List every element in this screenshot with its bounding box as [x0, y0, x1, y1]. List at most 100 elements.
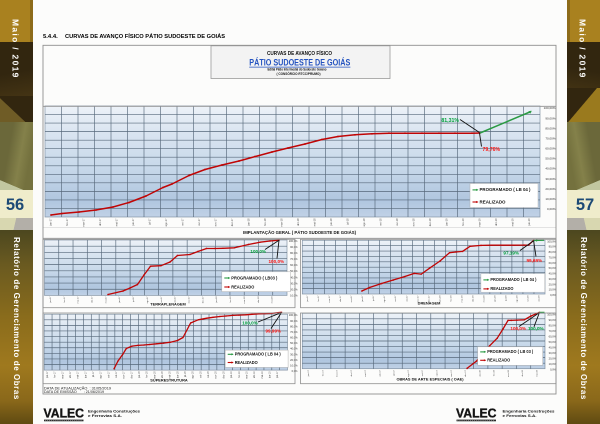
svg-text:set-17: set-17: [394, 295, 397, 302]
svg-text:set-18: set-18: [379, 218, 383, 226]
svg-text:jul-17: jul-17: [133, 296, 135, 303]
svg-text:out-18: out-18: [207, 371, 210, 378]
svg-text:jul-17: jul-17: [373, 295, 375, 302]
svg-text:jun-17: jun-17: [379, 369, 381, 377]
svg-text:100,0%: 100,0%: [289, 313, 298, 317]
svg-text:100,0%: 100,0%: [269, 259, 285, 264]
svg-text:REALIZADO: REALIZADO: [487, 358, 511, 363]
svg-text:jul-18: jul-18: [506, 295, 508, 302]
svg-text:nov-17: nov-17: [214, 218, 218, 226]
svg-text:nov-18: nov-18: [216, 371, 218, 379]
svg-text:70,0%: 70,0%: [549, 255, 557, 259]
svg-text:mar-19: mar-19: [478, 218, 482, 227]
svg-text:mar-18: mar-18: [153, 371, 156, 379]
svg-text:fev-19: fev-19: [461, 218, 465, 226]
svg-text:e Ferrovias S.A.: e Ferrovias S.A.: [503, 414, 537, 418]
svg-text:mar-17: mar-17: [77, 296, 80, 304]
svg-text:DRENAGEM: DRENAGEM: [418, 301, 441, 306]
svg-text:mai-18: mai-18: [272, 296, 274, 303]
svg-text:20,0%: 20,0%: [549, 282, 557, 286]
svg-text:60,00%: 60,00%: [545, 147, 556, 151]
svg-text:DATA DE ATUALIZAÇÃO : 31/05/2: DATA DE ATUALIZAÇÃO : 31/05/2019: [44, 386, 111, 391]
svg-text:10,00%: 10,00%: [545, 197, 556, 201]
svg-text:mai-18: mai-18: [484, 295, 486, 302]
svg-text:PROGRAMADO ( LB03 ): PROGRAMADO ( LB03 ): [231, 275, 278, 280]
svg-text:CURVAS DE AVANÇO FÍSICO: CURVAS DE AVANÇO FÍSICO: [267, 49, 332, 57]
svg-text:set-18: set-18: [527, 295, 530, 302]
svg-text:70,0%: 70,0%: [549, 329, 557, 333]
svg-text:80,0%: 80,0%: [549, 250, 557, 254]
svg-text:mai-18: mai-18: [537, 369, 539, 376]
svg-text:TERRAPLENAGEM: TERRAPLENAGEM: [150, 302, 185, 307]
svg-text:jan-18: jan-18: [247, 218, 251, 227]
svg-text:70,0%: 70,0%: [290, 330, 298, 334]
svg-text:mai-17: mai-17: [78, 371, 80, 379]
svg-text:Edital Pátio Intermodal do Sud: Edital Pátio Intermodal do Sudoeste Goia…: [268, 68, 327, 72]
svg-text:40,00%: 40,00%: [545, 167, 556, 171]
svg-text:e Ferrovias S.A.: e Ferrovias S.A.: [88, 414, 122, 418]
svg-text:Engenharia Construções: Engenharia Construções: [88, 410, 140, 414]
svg-text:DATA DE EMISSÃO : 21/06/: DATA DE EMISSÃO : 21/06/2019: [44, 389, 104, 394]
svg-text:jul-18: jul-18: [185, 371, 187, 378]
svg-text:abr-17: abr-17: [339, 295, 342, 302]
svg-text:mai-19: mai-19: [511, 218, 515, 226]
svg-text:REALIZADO: REALIZADO: [480, 199, 506, 204]
svg-text:jan-19: jan-19: [445, 218, 449, 227]
svg-text:jan-18: jan-18: [439, 295, 441, 303]
svg-text:out-17: out-17: [197, 218, 201, 226]
svg-text:mar-17: mar-17: [61, 371, 64, 379]
svg-text:ago-18: ago-18: [362, 218, 366, 227]
svg-text:30,0%: 30,0%: [549, 277, 557, 281]
svg-text:90,0%: 90,0%: [549, 318, 557, 322]
svg-text:jun-18: jun-18: [495, 295, 497, 303]
svg-text:mar-18: mar-18: [243, 296, 246, 304]
svg-text:REALIZADO: REALIZADO: [231, 284, 255, 289]
svg-text:dez-18: dez-18: [428, 218, 432, 226]
svg-text:ago-17: ago-17: [408, 369, 410, 377]
svg-text:fev-17: fev-17: [65, 218, 69, 226]
svg-text:80,0%: 80,0%: [549, 323, 557, 327]
svg-text:90,0%: 90,0%: [290, 319, 298, 323]
svg-text:VALEC: VALEC: [44, 406, 85, 420]
svg-text:PÁTIO SUDOESTE DE GOIÁS: PÁTIO SUDOESTE DE GOIÁS: [249, 57, 350, 68]
svg-text:IMPLANTAÇÃO GERAL ( PÁTIO SUDO: IMPLANTAÇÃO GERAL ( PÁTIO SUDOESTE DE GO…: [243, 230, 357, 235]
svg-text:70,00%: 70,00%: [545, 136, 556, 140]
svg-text:40,0%: 40,0%: [290, 347, 298, 351]
svg-text:jul-18: jul-18: [346, 218, 350, 226]
svg-text:60,0%: 60,0%: [549, 261, 557, 265]
svg-text:mai-17: mai-17: [115, 218, 119, 226]
svg-text:jan-17: jan-17: [50, 296, 52, 304]
svg-text:mai-18: mai-18: [170, 371, 172, 379]
svg-text:abr-17: abr-17: [98, 218, 102, 226]
svg-text:jun-18: jun-18: [329, 218, 333, 227]
svg-text:PROGRAMADO ( LB 03 ): PROGRAMADO ( LB 03 ): [487, 349, 534, 354]
svg-text:99,69%: 99,69%: [527, 258, 543, 263]
svg-text:100,0%: 100,0%: [289, 239, 298, 243]
svg-text:Engenharia Construções: Engenharia Construções: [503, 410, 555, 414]
svg-text:PROGRAMADO ( LB 04 ): PROGRAMADO ( LB 04 ): [235, 352, 282, 357]
svg-text:20,0%: 20,0%: [549, 357, 557, 361]
svg-text:VALEC: VALEC: [456, 406, 497, 420]
svg-text:60,0%: 60,0%: [290, 336, 298, 340]
svg-text:out-17: out-17: [405, 295, 408, 302]
svg-text:50,0%: 50,0%: [290, 341, 298, 345]
svg-text:100,0%: 100,0%: [528, 326, 544, 331]
svg-text:mar-18: mar-18: [460, 295, 463, 303]
svg-text:97,19%: 97,19%: [503, 250, 519, 255]
svg-text:ago-17: ago-17: [101, 371, 103, 379]
svg-text:70,0%: 70,0%: [290, 257, 298, 261]
svg-text:ago-17: ago-17: [147, 296, 149, 304]
svg-text:nov-17: nov-17: [189, 296, 191, 303]
svg-text:ago-18: ago-18: [517, 295, 519, 303]
svg-text:30,0%: 30,0%: [290, 352, 298, 356]
svg-text:0,0%: 0,0%: [550, 293, 557, 297]
svg-text:90,00%: 90,00%: [545, 116, 556, 120]
svg-text:jun-17: jun-17: [119, 296, 121, 304]
svg-text:out-17: out-17: [436, 369, 439, 376]
svg-text:mai-18: mai-18: [313, 218, 317, 226]
svg-text:jan-17: jan-17: [277, 371, 279, 379]
svg-text:PROGRAMADO ( LB 04 ): PROGRAMADO ( LB 04 ): [490, 277, 537, 282]
svg-text:100,0%: 100,0%: [547, 239, 556, 243]
svg-text:100,0%: 100,0%: [510, 326, 526, 331]
svg-text:abr-17: abr-17: [69, 371, 72, 378]
